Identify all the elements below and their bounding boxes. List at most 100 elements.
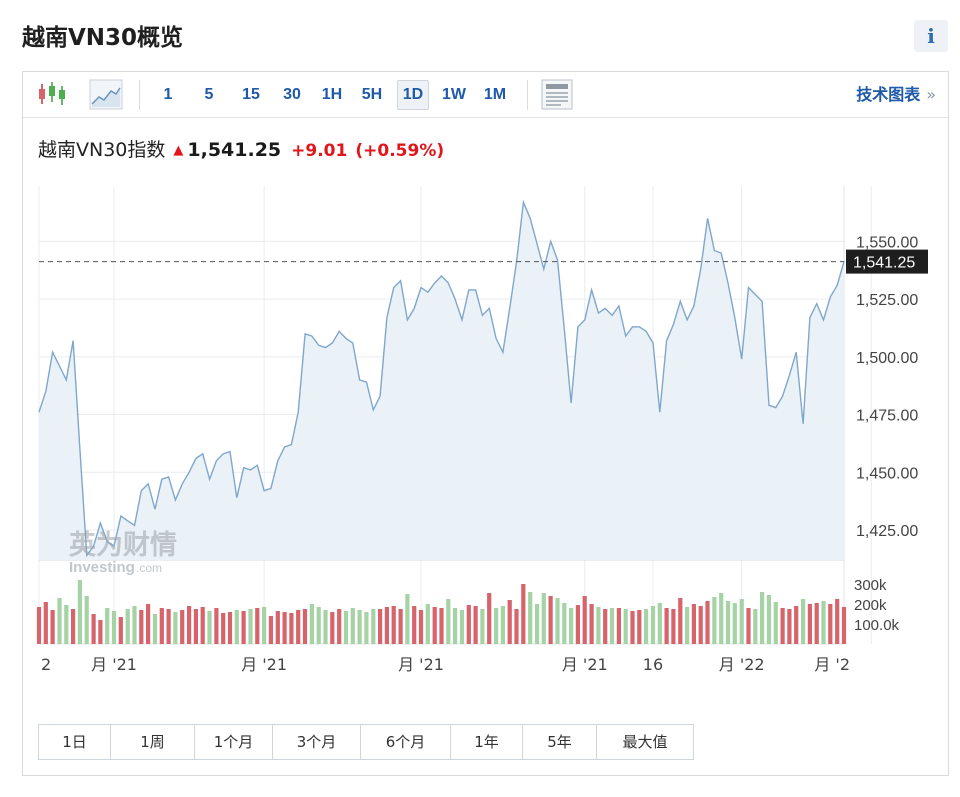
period-1d[interactable]: 1D — [397, 80, 429, 110]
volume-bar — [841, 607, 847, 644]
volume-axis: 300k 200k 100.0k — [854, 577, 900, 634]
volume-tick-label: 200k — [854, 597, 887, 614]
volume-bar — [166, 609, 171, 644]
volume-bar — [364, 612, 369, 644]
volume-bar — [446, 599, 451, 644]
volume-bar — [453, 608, 458, 644]
quote-header: 越南VN30指数 ▲ 1,541.25 +9.01 (+0.59%) — [38, 135, 444, 162]
volume-bar — [828, 604, 833, 644]
period-1w[interactable]: 1W — [442, 86, 466, 103]
price-tick-label: 1,475.00 — [856, 408, 918, 425]
volume-bar — [227, 612, 233, 644]
volume-bar — [71, 609, 76, 644]
volume-bar — [521, 584, 526, 644]
price-tick-label: 1,525.00 — [856, 292, 918, 309]
chart-widget: 1 5 15 30 1H 5H 1D 1W 1M 技术图表 » 越南VN30指数 ▲… — [22, 71, 949, 776]
range-6m-button[interactable]: 6个月 — [361, 725, 451, 759]
volume-bar — [139, 610, 144, 644]
volume-bar — [609, 608, 615, 644]
volume-bar — [780, 608, 785, 644]
volume-bar — [43, 602, 48, 644]
volume-tick-label: 100.0k — [854, 617, 900, 634]
volume-bar — [207, 611, 212, 644]
volume-bars — [36, 580, 847, 644]
volume-bar — [309, 604, 314, 644]
volume-bar — [807, 604, 812, 644]
volume-bar — [630, 611, 635, 644]
technical-chart-link-label: 技术图表 — [856, 85, 921, 104]
volume-bar — [794, 606, 799, 644]
range-1y-button[interactable]: 1年 — [451, 725, 523, 759]
volume-bar — [241, 611, 246, 644]
volume-bar — [316, 607, 321, 644]
time-tick-label: 月 '2 — [814, 655, 850, 674]
volume-bar — [412, 606, 417, 644]
candlestick-icon[interactable] — [35, 78, 69, 111]
price-chart[interactable]: 英为财情 Investing .com 1,541.25 1,550.001,5… — [23, 72, 948, 712]
volume-bar — [753, 609, 758, 644]
volume-bar — [268, 616, 273, 644]
volume-bar — [378, 609, 383, 644]
volume-bar — [159, 608, 164, 644]
range-5y-button[interactable]: 5年 — [523, 725, 597, 759]
volume-bar — [432, 607, 437, 644]
volume-bar — [105, 608, 110, 644]
technical-chart-link[interactable]: 技术图表 » — [856, 80, 936, 110]
range-selector: 1日 1周 1个月 3个月 6个月 1年 5年 最大值 — [38, 724, 694, 760]
volume-bar — [691, 604, 696, 644]
last-price-tag: 1,541.25 — [846, 249, 928, 274]
volume-bar — [173, 612, 178, 644]
period-5h[interactable]: 5H — [361, 86, 383, 103]
page-title: 越南VN30概览 — [22, 25, 184, 51]
volume-bar — [289, 613, 294, 644]
volume-bar — [50, 610, 55, 644]
volume-bar — [234, 610, 239, 644]
table-view-icon[interactable] — [541, 78, 573, 111]
range-1w-button[interactable]: 1周 — [111, 725, 195, 759]
volume-bar — [494, 608, 499, 644]
price-tick-label: 1,500.00 — [856, 350, 918, 367]
range-1d-button[interactable]: 1日 — [39, 725, 111, 759]
period-1h[interactable]: 1H — [321, 86, 343, 103]
volume-bar — [371, 609, 376, 644]
volume-bar — [637, 610, 642, 644]
price-line — [38, 199, 845, 558]
volume-bar — [821, 601, 826, 644]
volume-bar — [548, 596, 553, 644]
up-arrow-icon: ▲ — [173, 143, 184, 158]
range-3m-button[interactable]: 3个月 — [273, 725, 361, 759]
price-area — [39, 202, 844, 560]
volume-bar — [746, 608, 751, 644]
period-1m[interactable]: 1M — [483, 86, 507, 103]
volume-bar — [350, 608, 355, 644]
time-tick-label: 2 — [41, 655, 51, 674]
volume-bar — [384, 607, 389, 644]
range-1m-button[interactable]: 1个月 — [195, 725, 273, 759]
volume-bar — [111, 611, 117, 644]
volume-bar — [760, 592, 765, 644]
period-15[interactable]: 15 — [242, 86, 260, 103]
volume-bar — [801, 599, 806, 644]
volume-bar — [719, 593, 724, 644]
area-chart-icon[interactable] — [89, 78, 123, 111]
volume-bar — [575, 605, 580, 644]
chart-toolbar: 1 5 15 30 1H 5H 1D 1W 1M 技术图表 » — [23, 72, 948, 118]
period-30[interactable]: 30 — [283, 86, 301, 103]
time-tick-label: 月 '21 — [562, 655, 608, 674]
period-1[interactable]: 1 — [163, 86, 173, 103]
volume-bar — [405, 594, 410, 644]
volume-bar — [507, 600, 512, 644]
volume-bar — [84, 596, 89, 644]
period-5[interactable]: 5 — [204, 86, 214, 103]
volume-bar — [357, 610, 362, 644]
volume-bar — [77, 580, 82, 644]
price-tick-label: 1,450.00 — [856, 465, 918, 482]
info-button[interactable]: i — [914, 20, 948, 52]
volume-bar — [589, 604, 594, 644]
range-max-button[interactable]: 最大值 — [622, 733, 668, 751]
watermark-en: Investing — [69, 559, 135, 576]
volume-bar — [152, 614, 158, 644]
volume-bar — [739, 599, 744, 644]
volume-bar — [725, 601, 731, 644]
price-change-percent: (+0.59%) — [355, 141, 445, 161]
